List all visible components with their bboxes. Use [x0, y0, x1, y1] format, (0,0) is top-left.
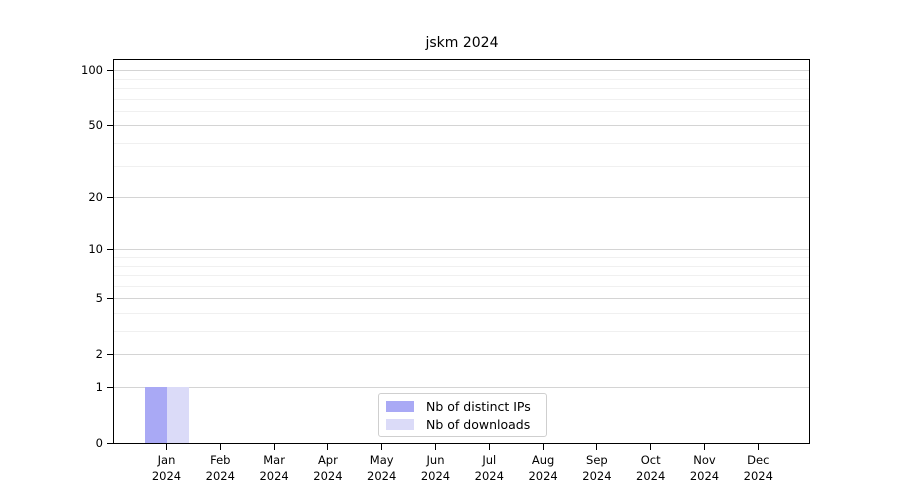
y-tick — [107, 443, 113, 444]
x-tick-label: Jan 2024 — [151, 453, 182, 483]
gridline-major — [114, 249, 809, 250]
x-tick-label: Mar 2024 — [259, 453, 289, 483]
y-tick-label: 20 — [88, 190, 103, 204]
legend-label-downloads: Nb of downloads — [426, 416, 531, 432]
gridline-minor — [114, 111, 809, 112]
y-tick-label: 50 — [88, 118, 103, 132]
x-tick — [435, 444, 436, 450]
gridline-minor — [114, 275, 809, 276]
x-tick-label: Jul 2024 — [474, 453, 504, 483]
y-tick — [107, 298, 113, 299]
x-tick — [219, 444, 221, 450]
y-tick — [107, 125, 113, 126]
y-tick-label: 2 — [95, 347, 103, 361]
y-tick — [107, 70, 113, 71]
x-tick — [704, 444, 705, 450]
x-tick — [542, 444, 544, 450]
gridline-minor — [114, 79, 809, 80]
x-tick — [166, 444, 167, 450]
distinct-ips-swatch — [386, 400, 414, 412]
x-tick — [273, 444, 275, 450]
y-tick — [107, 354, 113, 355]
x-tick-label: Nov 2024 — [689, 453, 720, 483]
y-tick — [107, 387, 113, 388]
legend: Nb of distinct IPs Nb of downloads — [378, 393, 547, 437]
x-tick-label: Sep 2024 — [582, 453, 612, 483]
y-tick-label: 10 — [88, 242, 103, 256]
gridline-major — [114, 387, 809, 388]
legend-item-downloads: Nb of downloads — [379, 417, 546, 432]
x-tick-label: May 2024 — [367, 453, 397, 483]
gridline-major — [114, 70, 809, 71]
x-tick — [327, 444, 329, 450]
y-tick-label: 100 — [81, 63, 103, 77]
gridline-minor — [114, 257, 809, 258]
gridline-minor — [114, 88, 809, 89]
gridline-major — [114, 125, 809, 126]
gridline-minor — [114, 286, 809, 287]
legend-item-distinct-ips: Nb of distinct IPs — [379, 399, 546, 414]
gridline-major — [114, 298, 809, 299]
downloads-swatch — [386, 418, 414, 430]
gridline-minor — [114, 99, 809, 100]
x-tick-label: Feb 2024 — [205, 453, 235, 483]
x-tick — [488, 444, 490, 450]
x-tick — [650, 444, 652, 450]
x-tick — [381, 444, 383, 450]
y-tick — [107, 249, 113, 250]
y-tick-label: 1 — [95, 380, 103, 394]
x-tick-label: Oct 2024 — [636, 453, 666, 483]
y-tick — [107, 197, 113, 198]
bar-downloads — [166, 387, 189, 443]
gridline-minor — [114, 143, 809, 144]
gridline-minor — [114, 331, 809, 332]
legend-label-distinct-ips: Nb of distinct IPs — [426, 398, 531, 414]
gridline-minor — [114, 166, 809, 167]
plot-area — [113, 59, 810, 444]
x-tick — [596, 444, 598, 450]
x-tick-label: Aug 2024 — [528, 453, 558, 483]
gridline-major — [114, 197, 809, 198]
gridline-major — [114, 354, 809, 355]
gridline-minor — [114, 266, 809, 267]
y-tick-label: 0 — [95, 436, 103, 450]
x-tick — [757, 444, 759, 450]
y-tick-label: 5 — [95, 291, 103, 305]
bar-distinct-ips — [144, 387, 167, 443]
x-tick-label: Apr 2024 — [313, 453, 343, 483]
chart-title: jskm 2024 — [425, 35, 499, 51]
x-tick-label: Jun 2024 — [420, 453, 451, 483]
x-tick-label: Dec 2024 — [743, 453, 773, 483]
gridline-minor — [114, 313, 809, 314]
